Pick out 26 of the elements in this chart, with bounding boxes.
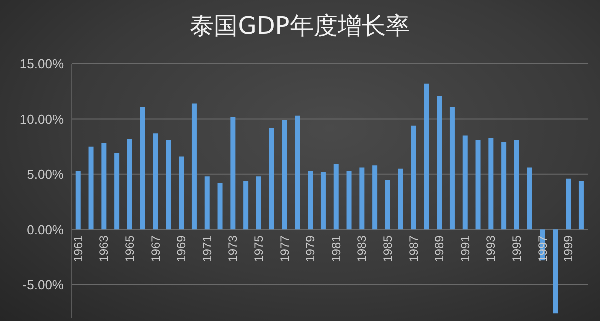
chart-title: 泰国GDP年度增长率 (189, 11, 411, 42)
x-tick-label: 1979 (304, 235, 318, 262)
x-tick-label: 1991 (458, 235, 472, 262)
x-tick-label: 1973 (226, 235, 240, 262)
x-tick-label: 1985 (381, 235, 396, 262)
y-tick-label: 15.00% (20, 56, 64, 72)
x-tick-label: 1995 (510, 235, 524, 262)
x-tick-label: 1977 (278, 235, 292, 262)
x-tick-label: 1967 (148, 235, 163, 262)
x-tick-label: 1975 (252, 235, 266, 262)
x-tick-label: 1993 (484, 235, 498, 262)
y-tick-label: 0.00% (27, 222, 64, 238)
x-tick-label: 1989 (432, 235, 447, 262)
y-tick-label: 5.00% (27, 167, 64, 182)
x-tick-label: 1963 (97, 235, 112, 262)
x-tick-label: 1987 (406, 235, 421, 262)
x-tick-label: 1999 (562, 235, 576, 262)
x-tick-label: 1965 (123, 235, 138, 262)
x-tick-label: 1983 (355, 235, 370, 262)
x-tick-label: 1971 (200, 235, 214, 262)
x-tick-label: 1997 (536, 235, 550, 262)
x-tick-label: 1981 (329, 235, 344, 262)
y-tick-label: -5.00% (22, 277, 64, 292)
x-tick-label: 1969 (174, 235, 189, 262)
x-tick-label: 1961 (71, 235, 86, 262)
y-tick-label: 10.00% (20, 112, 64, 127)
